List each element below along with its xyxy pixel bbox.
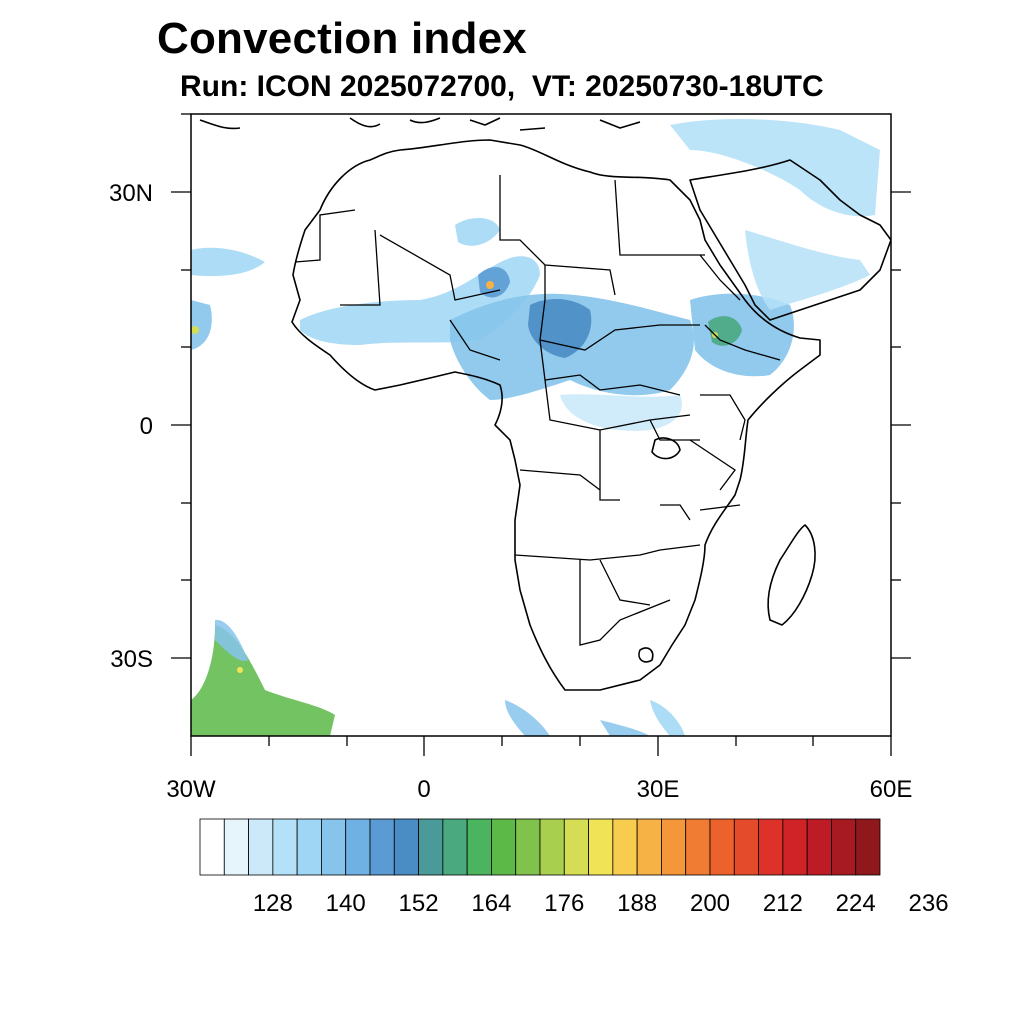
convection-hotspot-1 bbox=[486, 281, 494, 289]
colorbar bbox=[199, 818, 881, 876]
convection-hotspot-4 bbox=[237, 667, 243, 673]
convection-patch-north-africa bbox=[455, 218, 500, 246]
colorbar-swatch bbox=[272, 818, 298, 876]
border-lines-south bbox=[514, 504, 741, 646]
country-borders bbox=[294, 175, 781, 646]
colorbar-swatch bbox=[855, 818, 881, 876]
colorbar-label: 200 bbox=[690, 890, 730, 917]
border-lines-north bbox=[294, 175, 705, 351]
colorbar-label: 188 bbox=[617, 890, 657, 917]
colorbar-swatch bbox=[442, 818, 468, 876]
colorbar-swatch bbox=[199, 818, 225, 876]
arabia-coastline bbox=[689, 159, 891, 321]
convection-patch-south-ocean-3 bbox=[650, 700, 685, 736]
colorbar-swatch bbox=[515, 818, 541, 876]
colorbar-label: 140 bbox=[326, 890, 366, 917]
convection-patch-arabia bbox=[745, 230, 870, 310]
africa-coastline bbox=[291, 139, 821, 691]
med-islands bbox=[469, 117, 641, 131]
x-tick-label-60e: 60E bbox=[870, 776, 913, 803]
y-tick-label-0: 0 bbox=[140, 413, 153, 440]
convection-patch-atlantic-west bbox=[191, 300, 212, 350]
colorbar-label: 152 bbox=[399, 890, 439, 917]
colorbar-swatch bbox=[223, 818, 249, 876]
colorbar-swatch bbox=[345, 818, 371, 876]
colorbar-label: 164 bbox=[471, 890, 511, 917]
colorbar-swatch bbox=[539, 818, 565, 876]
colorbar-swatch bbox=[418, 818, 444, 876]
colorbar-label: 176 bbox=[544, 890, 584, 917]
colorbar-swatch bbox=[321, 818, 347, 876]
colorbar-swatch bbox=[831, 818, 857, 876]
colorbar-swatch bbox=[612, 818, 638, 876]
lake-victoria bbox=[651, 437, 681, 460]
colorbar-swatch bbox=[782, 818, 808, 876]
x-tick-label-30e: 30E bbox=[637, 776, 680, 803]
colorbar-labels: 128 140 152 164 176 188 200 212 224 236 bbox=[253, 890, 949, 917]
colorbar-label: 224 bbox=[836, 890, 876, 917]
colorbar-swatch bbox=[466, 818, 492, 876]
y-tick-label-30n: 30N bbox=[109, 180, 153, 207]
convection-patch-med bbox=[670, 118, 880, 217]
convection-patch-ethiopia-core bbox=[708, 316, 742, 346]
chart-title: Convection index bbox=[157, 14, 527, 63]
plot-frame bbox=[190, 113, 892, 737]
axis-ticks bbox=[171, 113, 911, 756]
colorbar-swatch bbox=[709, 818, 735, 876]
madagascar bbox=[767, 524, 816, 626]
colorbar-swatch bbox=[588, 818, 614, 876]
colorbar-swatch bbox=[806, 818, 832, 876]
colorbar-swatch bbox=[248, 818, 274, 876]
colorbar-swatch bbox=[296, 818, 322, 876]
colorbar-swatch bbox=[491, 818, 517, 876]
border-lines-east bbox=[689, 254, 781, 491]
colorbar-label: 212 bbox=[763, 890, 803, 917]
convection-hotspot-2 bbox=[191, 326, 199, 334]
colorbar-swatch bbox=[758, 818, 784, 876]
x-tick-label-0: 0 bbox=[417, 776, 430, 803]
convection-patch-south-ocean-2 bbox=[600, 720, 650, 736]
chart-subtitle: Run: ICON 2025072700, VT: 20250730-18UTC bbox=[180, 70, 824, 103]
colorbar-label: 236 bbox=[909, 890, 949, 917]
colorbar-swatch bbox=[636, 818, 662, 876]
y-tick-label-30s: 30S bbox=[110, 646, 153, 673]
colorbar-swatch bbox=[685, 818, 711, 876]
coastlines bbox=[199, 117, 891, 691]
europe-coast-1 bbox=[199, 117, 441, 130]
colorbar-label: 128 bbox=[253, 890, 293, 917]
lesotho bbox=[638, 647, 654, 663]
colorbar-swatch bbox=[733, 818, 759, 876]
x-tick-label-30w: 30W bbox=[166, 776, 216, 803]
colorbar-swatch bbox=[563, 818, 589, 876]
convection-patch-south-ocean-1 bbox=[505, 700, 550, 736]
colorbar-swatch bbox=[661, 818, 687, 876]
convection-patch-nigeria-core bbox=[478, 266, 510, 298]
convection-field bbox=[191, 118, 880, 736]
convection-patch-south-atlantic bbox=[191, 625, 335, 736]
convection-patch-ethiopia bbox=[690, 293, 794, 377]
border-lines-central bbox=[449, 319, 700, 501]
convection-patch-south-atlantic-edge bbox=[215, 619, 248, 661]
colorbar-swatch bbox=[369, 818, 395, 876]
colorbar-swatch bbox=[393, 818, 419, 876]
convection-patch-atlantic-north bbox=[191, 247, 265, 277]
